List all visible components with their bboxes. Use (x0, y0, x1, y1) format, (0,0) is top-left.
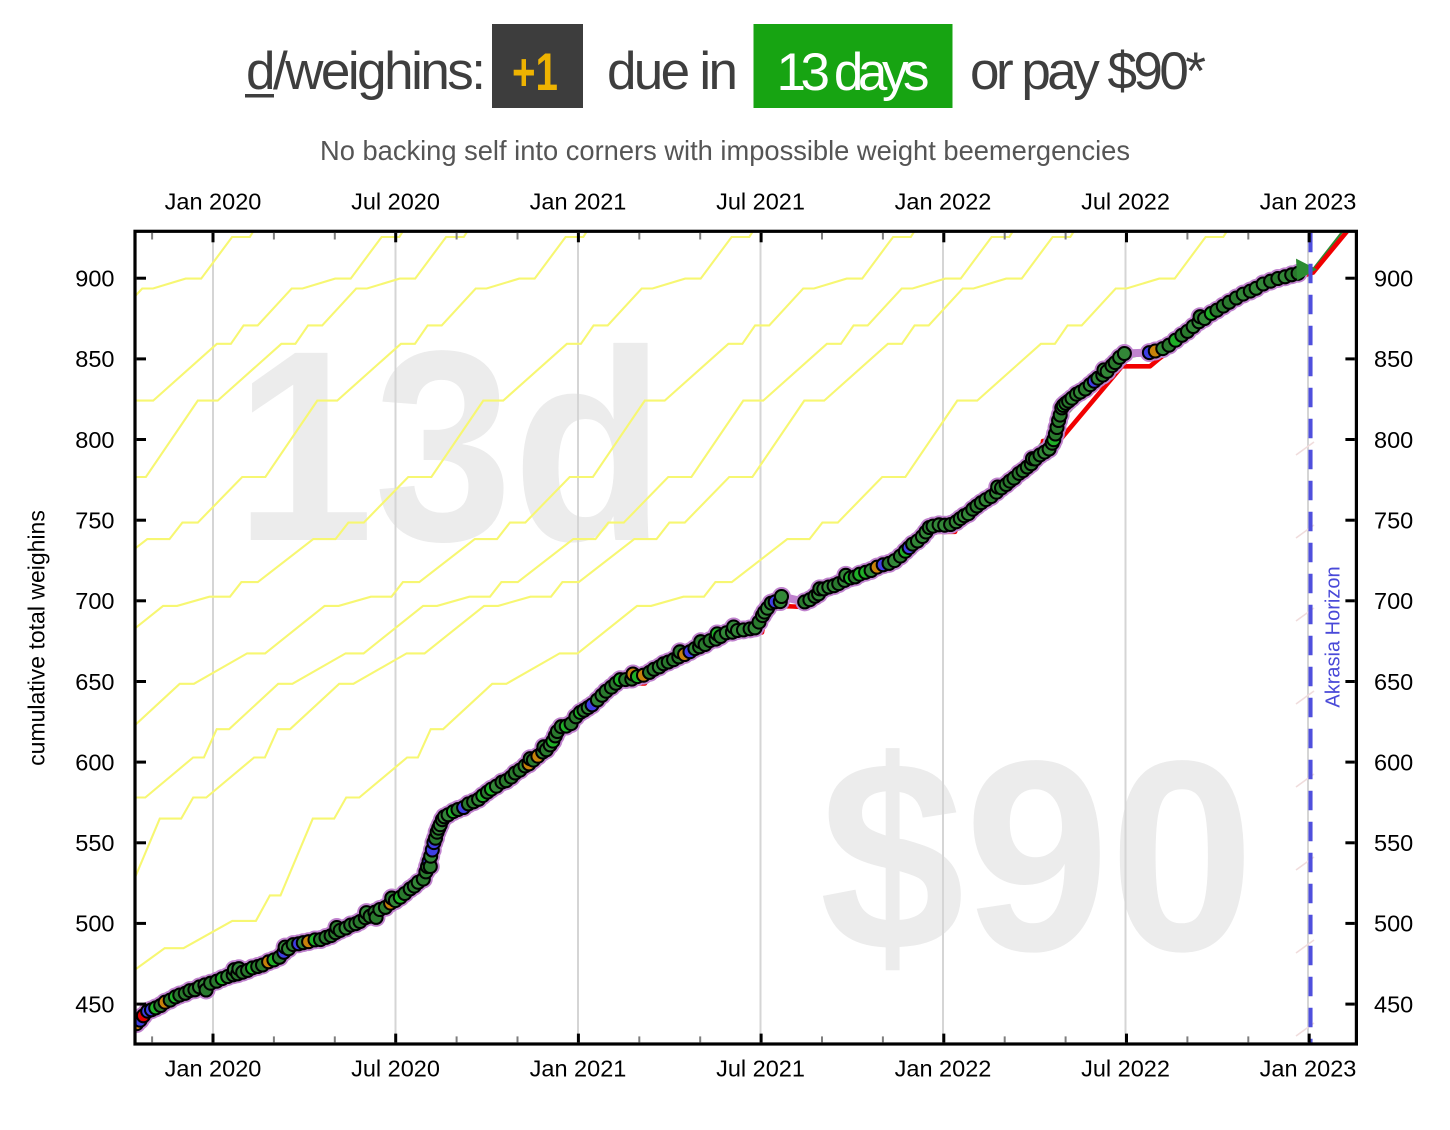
svg-text:Jan 2022: Jan 2022 (895, 1056, 992, 1082)
svg-text:Jul 2020: Jul 2020 (351, 189, 440, 215)
svg-text:Jul 2021: Jul 2021 (716, 1056, 805, 1082)
svg-text:600: 600 (1374, 749, 1413, 775)
svg-text:650: 650 (1374, 669, 1413, 695)
svg-text:13d: 13d (235, 294, 665, 598)
svg-text:cumulative total weighins: cumulative total weighins (24, 510, 50, 766)
svg-text:Jan 2021: Jan 2021 (530, 189, 627, 215)
svg-text:No backing self into corners w: No backing self into corners with imposs… (320, 135, 1130, 166)
svg-text:Jul 2021: Jul 2021 (716, 189, 805, 215)
svg-text:450: 450 (1374, 991, 1413, 1017)
svg-text:Jul 2022: Jul 2022 (1081, 189, 1170, 215)
svg-text:450: 450 (75, 991, 114, 1017)
svg-text:13 days: 13 days (777, 43, 930, 102)
svg-text:850: 850 (75, 346, 114, 372)
svg-text:Jan 2020: Jan 2020 (165, 1056, 262, 1082)
svg-text:d/weighins:: d/weighins: (246, 42, 486, 101)
svg-text:700: 700 (1374, 588, 1413, 614)
svg-text:750: 750 (1374, 508, 1413, 534)
svg-text:800: 800 (75, 427, 114, 453)
svg-text:$90: $90 (820, 704, 1255, 1008)
svg-text:due in: due in (607, 42, 738, 101)
svg-text:Akrasia Horizon: Akrasia Horizon (1323, 566, 1345, 707)
svg-text:750: 750 (75, 508, 114, 534)
svg-text:or pay $90*: or pay $90* (970, 42, 1206, 101)
svg-text:550: 550 (1374, 830, 1413, 856)
svg-text:Jul 2022: Jul 2022 (1081, 1056, 1170, 1082)
svg-text:500: 500 (75, 911, 114, 937)
svg-text:Jul 2020: Jul 2020 (351, 1056, 440, 1082)
svg-text:Jan 2020: Jan 2020 (165, 189, 262, 215)
svg-text:700: 700 (75, 588, 114, 614)
svg-text:650: 650 (75, 669, 114, 695)
svg-text:500: 500 (1374, 911, 1413, 937)
svg-text:Jan 2021: Jan 2021 (530, 1056, 627, 1082)
svg-text:Jan 2023: Jan 2023 (1260, 189, 1357, 215)
svg-text:850: 850 (1374, 346, 1413, 372)
svg-text:Jan 2022: Jan 2022 (895, 189, 992, 215)
svg-text:900: 900 (1374, 266, 1413, 292)
svg-text:900: 900 (75, 266, 114, 292)
svg-text:600: 600 (75, 749, 114, 775)
svg-text:550: 550 (75, 830, 114, 856)
svg-text:800: 800 (1374, 427, 1413, 453)
svg-text:Jan 2023: Jan 2023 (1260, 1056, 1357, 1082)
svg-text:+1: +1 (512, 43, 558, 102)
